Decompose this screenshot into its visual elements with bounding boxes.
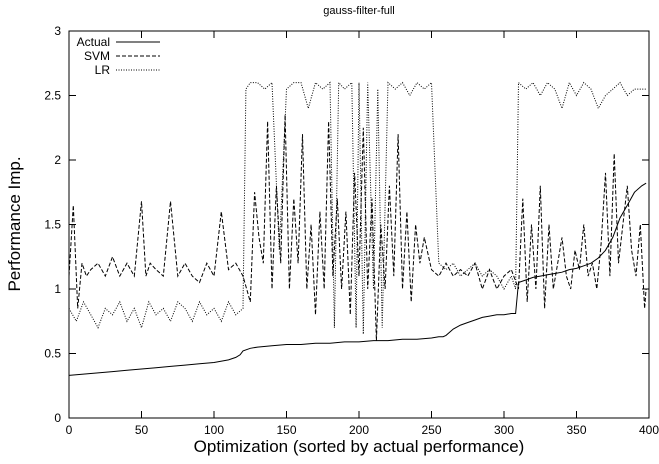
y-tick-label: 1 bbox=[54, 282, 61, 296]
legend-label-actual: Actual bbox=[77, 35, 110, 49]
series-line-svm bbox=[68, 114, 647, 341]
y-axis-label: Performance Imp. bbox=[5, 156, 24, 291]
x-axis-label: Optimization (sorted by actual performan… bbox=[194, 437, 525, 456]
y-axis-ticks: 0 0.5 1 1.5 2 2.5 3 bbox=[44, 24, 649, 425]
x-tick-label: 250 bbox=[421, 423, 441, 437]
x-tick-label: 300 bbox=[494, 423, 514, 437]
y-tick-label: 0 bbox=[54, 411, 61, 425]
series-line-actual bbox=[68, 182, 647, 376]
x-tick-label: 350 bbox=[566, 423, 586, 437]
x-axis-ticks: 0 50 100 150 200 250 300 350 400 bbox=[66, 31, 659, 437]
x-tick-label: 50 bbox=[135, 423, 149, 437]
legend-label-lr: LR bbox=[95, 63, 111, 77]
chart-title: gauss-filter-full bbox=[323, 5, 395, 17]
x-tick-label: 200 bbox=[349, 423, 369, 437]
x-tick-label: 0 bbox=[66, 423, 73, 437]
y-tick-label: 3 bbox=[54, 24, 61, 38]
y-tick-label: 1.5 bbox=[44, 218, 61, 232]
series-layer bbox=[68, 81, 647, 376]
x-tick-label: 150 bbox=[276, 423, 296, 437]
y-tick-label: 2.5 bbox=[44, 89, 61, 103]
y-tick-label: 2 bbox=[54, 153, 61, 167]
series-line-lr bbox=[68, 81, 647, 335]
x-tick-label: 100 bbox=[204, 423, 224, 437]
legend-label-svm: SVM bbox=[84, 49, 110, 63]
x-tick-label: 400 bbox=[639, 423, 659, 437]
y-tick-label: 0.5 bbox=[44, 347, 61, 361]
